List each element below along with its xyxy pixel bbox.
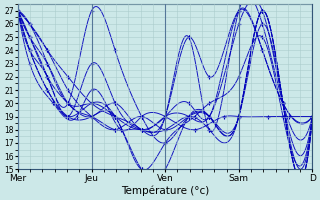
X-axis label: Température (°c): Température (°c)	[121, 185, 209, 196]
